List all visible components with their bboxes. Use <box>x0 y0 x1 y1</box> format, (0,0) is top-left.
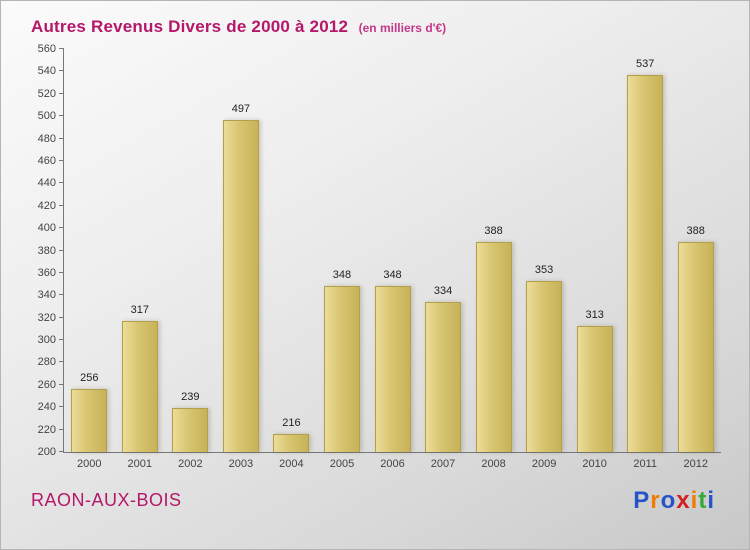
bar-value-label: 353 <box>534 263 554 276</box>
bar-value-label: 313 <box>585 308 604 321</box>
bar-value-label: 537 <box>636 57 655 70</box>
bar-value-label: 334 <box>433 285 453 297</box>
y-axis-tick-mark <box>59 339 64 341</box>
logo-letter: o <box>660 487 677 514</box>
y-axis-tick-label: 320 <box>37 311 56 324</box>
y-axis-tick-label: 440 <box>37 177 56 190</box>
bar-value-label: 239 <box>181 391 200 404</box>
bar-value-label: 216 <box>282 417 301 430</box>
y-axis-tick-mark <box>59 406 64 408</box>
proxiti-logo: Proxiti <box>633 487 715 515</box>
x-axis-tick-label: 2012 <box>683 458 708 470</box>
y-axis-tick-mark <box>59 182 64 184</box>
x-axis-tick-label: 2010 <box>582 458 607 470</box>
x-axis-tick-label: 2011 <box>633 458 658 470</box>
bar <box>323 286 360 452</box>
bar <box>222 119 259 452</box>
bar-value-label: 348 <box>383 269 402 282</box>
y-axis-tick-label: 360 <box>37 266 56 279</box>
x-axis-tick-label: 2005 <box>329 458 355 470</box>
y-axis-tick-mark <box>59 361 64 363</box>
y-axis-tick-label: 220 <box>37 423 56 436</box>
y-axis-tick-label: 280 <box>37 356 56 369</box>
y-axis-tick-mark <box>59 48 64 49</box>
x-axis-tick-label: 2006 <box>380 458 405 470</box>
bar <box>627 74 664 452</box>
y-axis-tick-mark <box>59 159 64 161</box>
y-axis-tick-mark <box>59 115 64 117</box>
bar <box>526 280 563 452</box>
bar-value-label: 388 <box>686 224 705 237</box>
x-axis-tick-label: 2000 <box>77 458 102 470</box>
y-axis-tick-mark <box>59 294 64 296</box>
bar <box>425 302 462 452</box>
y-axis-tick-mark <box>59 204 64 206</box>
y-axis-tick-mark <box>59 316 64 318</box>
y-axis-tick-mark <box>59 227 64 229</box>
y-axis-tick-mark <box>59 249 64 251</box>
bar <box>71 389 108 452</box>
y-axis-tick-mark <box>59 428 64 430</box>
logo-letter: r <box>650 487 661 514</box>
x-axis-tick-label: 2009 <box>531 458 557 470</box>
y-axis-tick-mark <box>59 92 64 94</box>
chart-subtitle: (en milliers d'€) <box>358 21 447 35</box>
y-axis-tick-label: 420 <box>37 199 56 212</box>
bar <box>273 434 310 452</box>
logo-letter: P <box>633 487 651 514</box>
y-axis-tick-label: 520 <box>37 87 56 100</box>
x-axis-tick-label: 2008 <box>481 458 506 470</box>
y-axis-tick-label: 260 <box>37 378 56 391</box>
x-axis-tick-label: 2002 <box>178 458 203 470</box>
y-axis-tick-mark <box>59 271 64 273</box>
logo-letter: x <box>676 487 691 514</box>
bar-value-label: 388 <box>484 224 503 237</box>
y-axis-tick-label: 560 <box>37 43 56 55</box>
y-axis-tick-label: 240 <box>37 401 56 414</box>
y-axis-tick-label: 540 <box>37 65 56 78</box>
commune-name: RAON-AUX-BOIS <box>31 490 182 510</box>
x-axis-tick-label: 2003 <box>228 458 254 470</box>
bar-value-label: 497 <box>231 102 251 115</box>
y-axis-tick-label: 200 <box>37 446 56 458</box>
x-axis-tick-label: 2001 <box>127 458 153 470</box>
y-axis-tick-label: 340 <box>37 289 56 302</box>
chart-title: Autres Revenus Divers de 2000 à 2012 <box>31 17 349 36</box>
y-axis-tick-label: 400 <box>37 222 56 235</box>
bar-value-label: 256 <box>80 372 99 385</box>
logo-letter: i <box>707 487 715 514</box>
bar <box>172 408 209 452</box>
bar <box>475 241 512 452</box>
y-axis-tick-mark <box>59 451 64 452</box>
bar <box>121 321 158 452</box>
y-axis-tick-label: 460 <box>37 154 56 167</box>
y-axis-tick-mark <box>59 383 64 385</box>
x-axis-tick-label: 2004 <box>279 458 304 470</box>
x-axis-tick-label: 2007 <box>430 458 456 470</box>
logo-letter: t <box>698 487 708 514</box>
y-axis-tick-label: 380 <box>37 244 56 257</box>
bar <box>677 241 714 452</box>
y-axis-tick-label: 500 <box>37 110 56 123</box>
plot-area: 200 220 240 260 280 300 320 340 360 380 400 420 440 4… <box>38 43 721 470</box>
bar-value-label: 348 <box>332 269 352 282</box>
y-axis-tick-mark <box>59 70 64 72</box>
bar <box>576 325 613 452</box>
chart-header: Autres Revenus Divers de 2000 à 2012 (en… <box>31 17 446 37</box>
logo-letter: i <box>690 487 699 514</box>
bar-value-label: 317 <box>130 304 149 317</box>
y-axis-tick-label: 480 <box>37 132 56 145</box>
bar <box>374 286 411 452</box>
y-axis-tick-mark <box>59 137 64 139</box>
y-axis-tick-label: 300 <box>37 334 56 347</box>
